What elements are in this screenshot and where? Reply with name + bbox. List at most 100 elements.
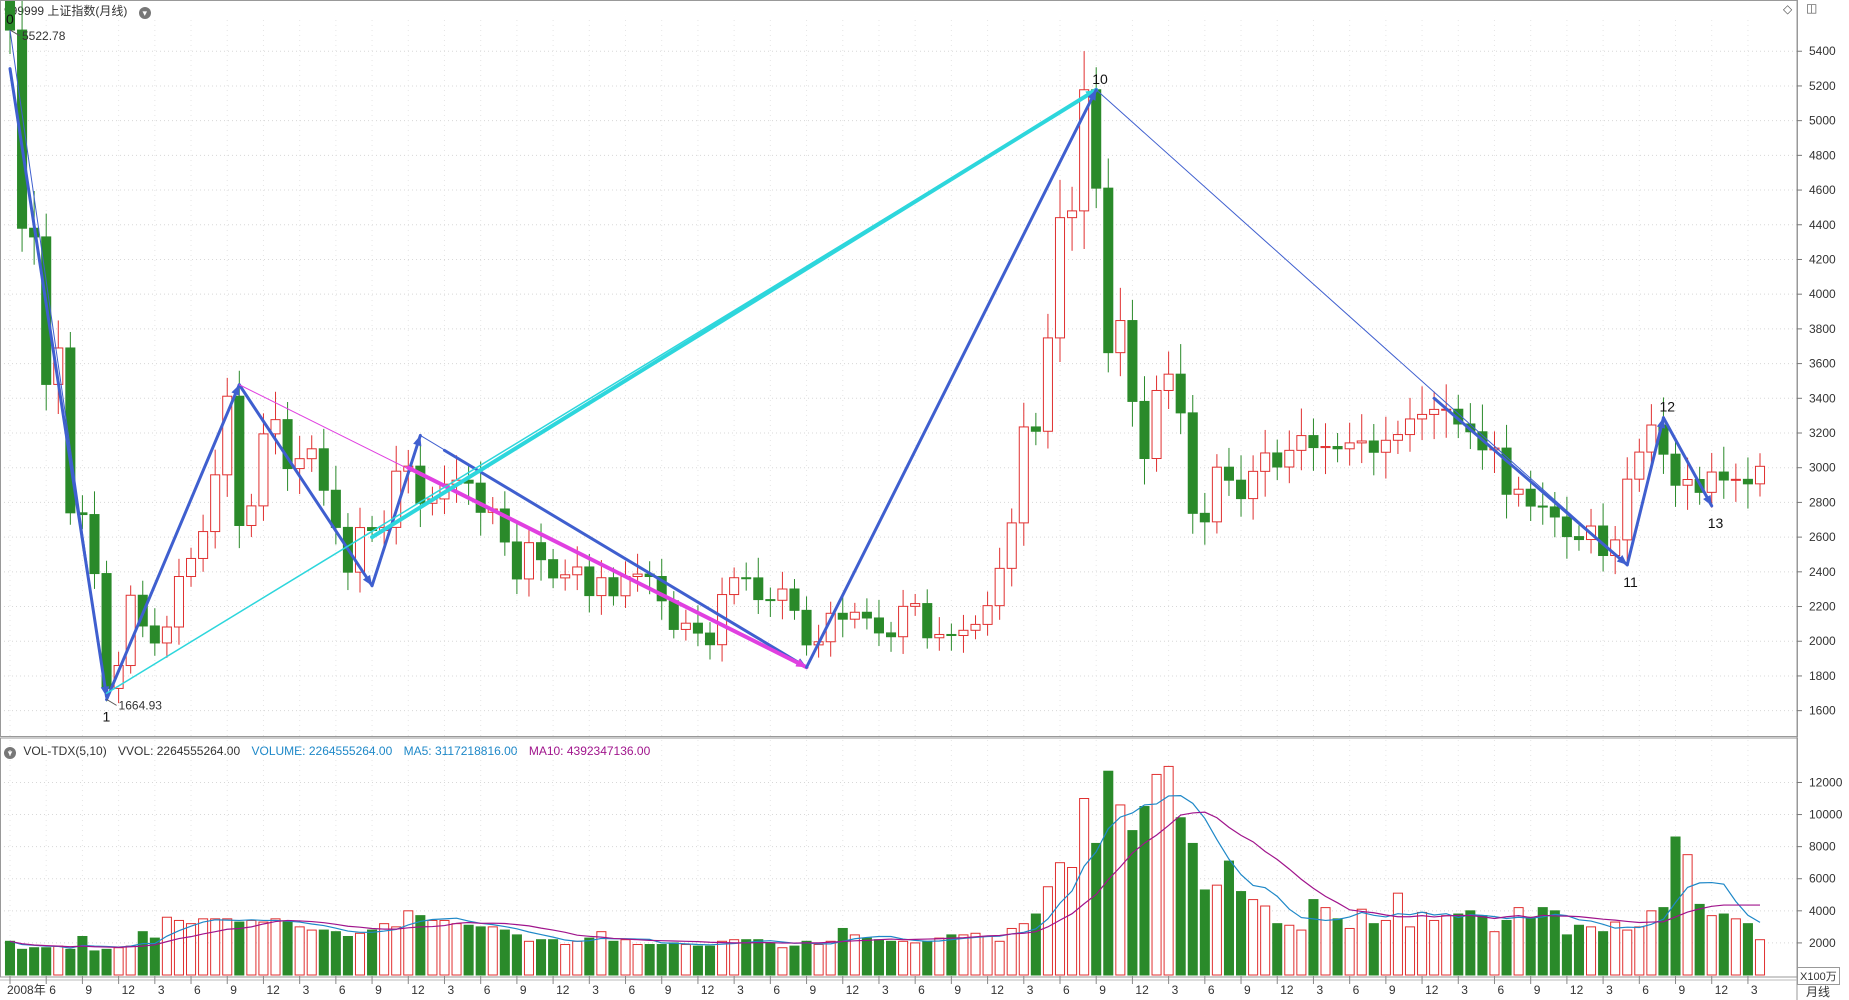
volume-bar bbox=[1489, 931, 1500, 976]
candle-body bbox=[1006, 522, 1017, 569]
volume-bar bbox=[861, 937, 872, 976]
volume-bar bbox=[161, 916, 172, 976]
candle-body bbox=[173, 576, 184, 628]
candle-body bbox=[1646, 424, 1657, 453]
candle bbox=[17, 0, 28, 252]
volume-bar bbox=[1610, 921, 1621, 976]
candle-body bbox=[777, 588, 788, 601]
x-tick-label: 6 bbox=[49, 983, 56, 997]
candle bbox=[1296, 408, 1307, 471]
candle-body bbox=[1199, 512, 1210, 523]
volume-bar bbox=[499, 929, 510, 976]
volume-tick-label: 12000 bbox=[1809, 775, 1843, 789]
volume-bar bbox=[1187, 842, 1198, 976]
x-tick-label: 9 bbox=[1099, 983, 1106, 997]
candle-body bbox=[1573, 536, 1584, 541]
volume-bar bbox=[910, 942, 921, 976]
min-value-label: 1664.93 bbox=[119, 698, 163, 712]
candle-body bbox=[1236, 479, 1247, 500]
candle bbox=[958, 614, 969, 653]
candle-body bbox=[1537, 505, 1548, 508]
trend-arrowhead bbox=[1087, 89, 1097, 101]
volume-bar bbox=[1658, 907, 1669, 976]
candle bbox=[1308, 418, 1319, 471]
volume-bar bbox=[1549, 910, 1560, 976]
candle bbox=[1042, 313, 1053, 449]
candle-body bbox=[354, 527, 366, 573]
volume-bar bbox=[692, 945, 703, 976]
volume-bar bbox=[922, 940, 933, 976]
volume-bar bbox=[536, 939, 547, 976]
candle bbox=[1718, 446, 1729, 499]
candle-body bbox=[753, 577, 764, 601]
x-tick-label: 12 bbox=[701, 983, 715, 997]
candle bbox=[777, 571, 788, 620]
candle-body bbox=[270, 419, 281, 435]
candle-body bbox=[186, 557, 197, 578]
trend-arrowhead bbox=[413, 435, 422, 447]
volume-bar bbox=[1380, 919, 1391, 976]
volume-bar bbox=[1067, 867, 1078, 976]
price-tick-label: 4400 bbox=[1809, 218, 1836, 232]
volume-bar bbox=[1320, 907, 1331, 976]
candle bbox=[161, 615, 172, 658]
x-tick-label: 3 bbox=[1027, 983, 1034, 997]
candle bbox=[560, 559, 571, 591]
candle bbox=[849, 602, 860, 629]
candle-body bbox=[1320, 446, 1331, 449]
volume-bar bbox=[41, 947, 52, 976]
candle bbox=[1706, 452, 1717, 508]
panel-toggle-icon[interactable]: ◫ bbox=[1806, 1, 1818, 15]
diamond-icon[interactable]: ◇ bbox=[1783, 2, 1793, 16]
trend-lines bbox=[8, 29, 1714, 702]
candle bbox=[910, 593, 921, 616]
candle-body bbox=[584, 566, 595, 597]
x-tick-label: 6 bbox=[1642, 983, 1649, 997]
vvol-readout: VVOL: 2264555264.00 bbox=[118, 744, 241, 758]
x-tick-label: 9 bbox=[1389, 983, 1396, 997]
x-tick-label: 12 bbox=[122, 983, 136, 997]
candle-body bbox=[994, 567, 1005, 607]
candle bbox=[656, 558, 667, 620]
chevron-down-icon[interactable]: ▾ bbox=[4, 747, 16, 759]
volume-bar bbox=[1670, 836, 1681, 976]
candle-body bbox=[1284, 449, 1295, 468]
candle bbox=[1730, 463, 1741, 502]
candle-body bbox=[1561, 516, 1572, 538]
candle-body bbox=[1018, 426, 1029, 524]
volume-bar bbox=[1223, 860, 1234, 976]
volume-bar bbox=[1441, 915, 1452, 976]
chevron-down-icon[interactable]: ▾ bbox=[138, 7, 151, 19]
volume-bar bbox=[234, 921, 245, 976]
x-tick-label: 6 bbox=[339, 983, 346, 997]
candle bbox=[186, 547, 197, 587]
volume-bar bbox=[729, 939, 740, 976]
volume-bar bbox=[1477, 915, 1488, 976]
volume-bar bbox=[137, 931, 148, 976]
volume-bar bbox=[596, 931, 607, 976]
volume-bar bbox=[873, 939, 884, 976]
x-tick-label: 3 bbox=[303, 983, 310, 997]
x-tick-label: 6 bbox=[1353, 983, 1360, 997]
volume-bar bbox=[282, 921, 293, 976]
volume-bar bbox=[1598, 931, 1609, 976]
volume-bar bbox=[1392, 892, 1403, 976]
candle-body bbox=[1272, 452, 1283, 468]
unit-label: X100万 bbox=[1797, 967, 1840, 985]
chart-title: 999999 上证指数(月线) bbox=[4, 4, 128, 18]
candle-body bbox=[873, 617, 884, 634]
x-tick-label: 9 bbox=[1534, 983, 1541, 997]
candle-body bbox=[1151, 389, 1162, 460]
volume-bar bbox=[608, 940, 619, 976]
max-value-label: 5522.78 bbox=[22, 29, 66, 43]
volume-bar bbox=[1332, 918, 1343, 976]
candle bbox=[270, 391, 281, 455]
candle-body bbox=[149, 625, 160, 644]
price-tick-label: 3000 bbox=[1809, 461, 1836, 475]
volume-bar bbox=[1694, 903, 1705, 976]
volume-bar bbox=[1356, 908, 1367, 976]
volume-bar bbox=[173, 919, 184, 976]
volume-bar bbox=[982, 935, 993, 976]
candle bbox=[596, 560, 607, 615]
candle-body bbox=[475, 482, 486, 513]
